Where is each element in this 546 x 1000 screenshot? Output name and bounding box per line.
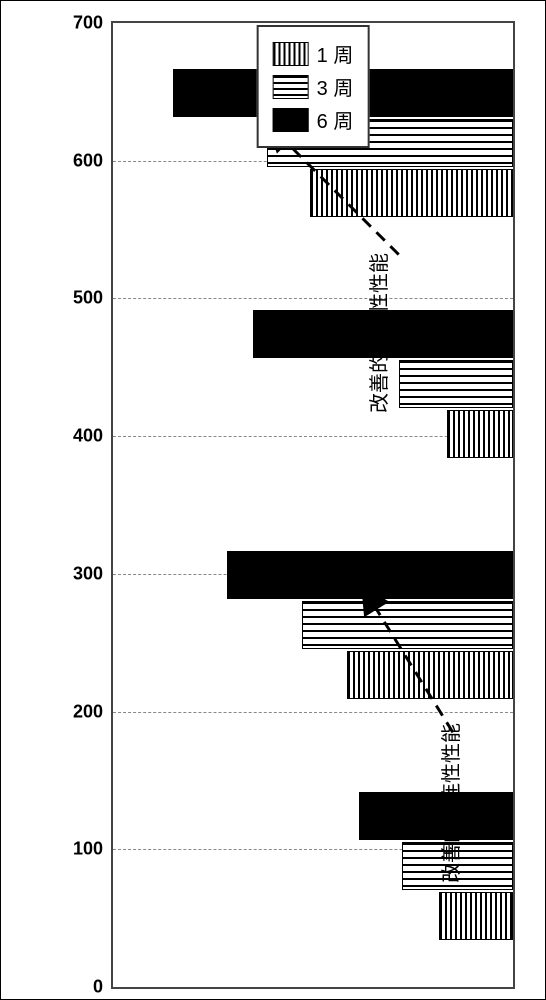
category-label: 本发明实施例 3 (541, 336, 546, 452)
annotation-text: 改善的粘连性性能 (363, 253, 392, 413)
legend-swatch-week1 (273, 42, 309, 66)
bar-week3 (399, 360, 513, 408)
legend-label: 1 周 (317, 39, 354, 68)
bar-week1 (347, 651, 513, 699)
legend: 1 周 3 周 6 周 (257, 25, 370, 148)
legend-swatch-week6 (273, 108, 309, 132)
legend-item: 6 周 (273, 105, 354, 134)
annotation-text: 改善的粘连性性能 (435, 723, 464, 883)
legend-item: 3 周 (273, 72, 354, 101)
bar-week3 (302, 601, 513, 649)
plot-area: 1 周 3 周 6 周 0100200300400500600700 改善的粘连… (111, 21, 515, 989)
x-axis-tick: 100 (63, 839, 103, 860)
category-label: 对比例 3 (541, 603, 546, 668)
legend-item: 1 周 (273, 39, 354, 68)
category-label: 本发明实施例 2 (541, 820, 546, 936)
x-axis-tick: 200 (63, 701, 103, 722)
legend-label: 6 周 (317, 105, 354, 134)
legend-label: 3 周 (317, 72, 354, 101)
legend-swatch-week3 (273, 75, 309, 99)
chart-figure: 无侧限屈服强度， lb/ft² 1 周 3 周 6 周 010020030040… (0, 0, 546, 1000)
x-axis-tick: 400 (63, 426, 103, 447)
bar-week1 (310, 169, 513, 217)
bar-group (113, 278, 513, 490)
bar-group (113, 519, 513, 731)
category-label: 对比例 4 (541, 119, 546, 184)
x-axis-tick: 700 (63, 13, 103, 34)
category-axis-labels: 对比例 4 本发明实施例 3 对比例 3 本发明实施例 2 (517, 21, 545, 989)
x-axis-tick: 500 (63, 288, 103, 309)
bar-week1 (439, 892, 513, 940)
bar-week1 (447, 410, 513, 458)
bar-week6 (227, 551, 513, 599)
x-axis-tick: 0 (63, 977, 103, 998)
x-axis-tick: 600 (63, 150, 103, 171)
x-axis-tick: 300 (63, 563, 103, 584)
